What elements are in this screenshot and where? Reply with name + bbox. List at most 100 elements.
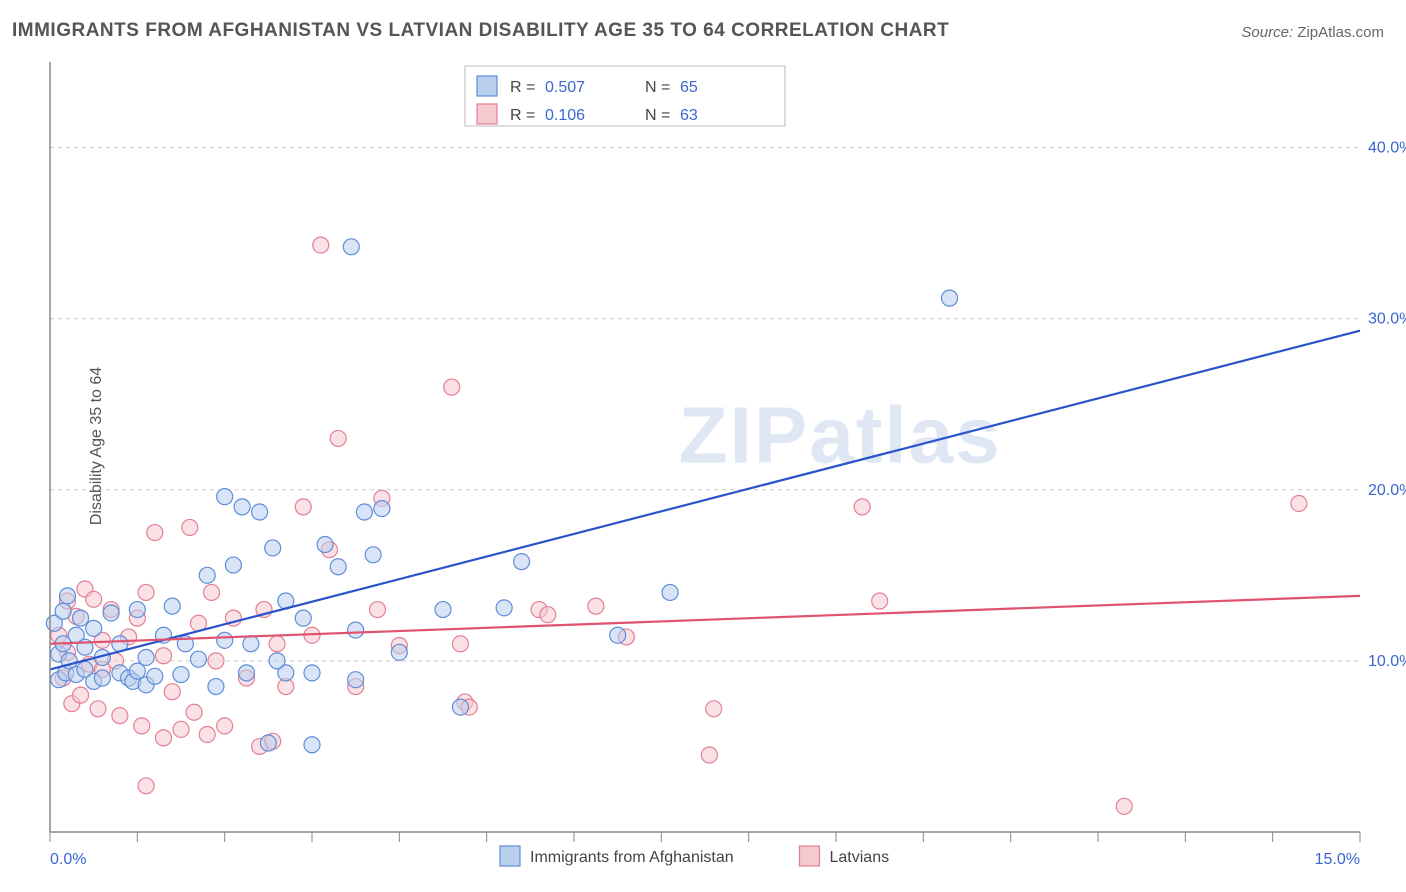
scatter-point: [304, 737, 320, 753]
scatter-point: [190, 651, 206, 667]
scatter-point: [295, 610, 311, 626]
scatter-point: [452, 636, 468, 652]
scatter-point: [356, 504, 372, 520]
scatter-point: [204, 584, 220, 600]
scatter-point: [330, 430, 346, 446]
scatter-point: [164, 598, 180, 614]
legend-series-label: Immigrants from Afghanistan: [530, 849, 734, 866]
scatter-point: [86, 591, 102, 607]
scatter-point: [138, 584, 154, 600]
scatter-point: [662, 584, 678, 600]
scatter-point: [156, 648, 172, 664]
scatter-point: [610, 627, 626, 643]
scatter-point: [391, 644, 407, 660]
legend-n-label: N =: [645, 79, 670, 96]
scatter-point: [217, 718, 233, 734]
scatter-point: [313, 237, 329, 253]
x-tick-label: 0.0%: [50, 851, 86, 868]
legend-r-value: 0.507: [545, 79, 585, 96]
y-tick-label: 30.0%: [1368, 311, 1406, 328]
scatter-point: [129, 663, 145, 679]
legend-swatch: [477, 104, 497, 124]
scatter-point: [134, 718, 150, 734]
scatter-point: [304, 665, 320, 681]
scatter-point: [343, 239, 359, 255]
scatter-point: [243, 636, 259, 652]
scatter-point: [73, 610, 89, 626]
correlation-scatter-chart: ZIPatlas0.0%15.0%10.0%20.0%30.0%40.0%R =…: [0, 0, 1406, 892]
scatter-point: [348, 622, 364, 638]
scatter-point: [239, 665, 255, 681]
scatter-point: [129, 602, 145, 618]
scatter-point: [199, 726, 215, 742]
legend-n-value: 63: [680, 107, 698, 124]
scatter-point: [365, 547, 381, 563]
scatter-point: [73, 687, 89, 703]
scatter-point: [164, 684, 180, 700]
scatter-point: [330, 559, 346, 575]
y-tick-label: 20.0%: [1368, 482, 1406, 499]
scatter-point: [182, 519, 198, 535]
scatter-point: [265, 540, 281, 556]
scatter-point: [496, 600, 512, 616]
scatter-point: [234, 499, 250, 515]
x-tick-label: 15.0%: [1315, 851, 1360, 868]
scatter-point: [112, 708, 128, 724]
y-axis-label: Disability Age 35 to 64: [88, 367, 106, 525]
scatter-point: [317, 537, 333, 553]
scatter-point: [701, 747, 717, 763]
legend-n-label: N =: [645, 107, 670, 124]
scatter-point: [225, 557, 241, 573]
scatter-point: [540, 607, 556, 623]
y-tick-label: 40.0%: [1368, 140, 1406, 157]
scatter-point: [942, 290, 958, 306]
scatter-point: [295, 499, 311, 515]
scatter-point: [452, 699, 468, 715]
scatter-point: [55, 603, 71, 619]
y-tick-label: 10.0%: [1368, 653, 1406, 670]
scatter-point: [217, 489, 233, 505]
scatter-point: [706, 701, 722, 717]
source-label: Source:: [1241, 24, 1293, 41]
scatter-point: [86, 620, 102, 636]
source-caption: Source: ZipAtlas.com: [1241, 24, 1384, 41]
legend-series-label: Latvians: [830, 849, 890, 866]
scatter-point: [1291, 495, 1307, 511]
legend-swatch: [500, 846, 520, 866]
scatter-point: [59, 588, 75, 604]
scatter-point: [186, 704, 202, 720]
scatter-point: [374, 501, 390, 517]
legend-r-label: R =: [510, 79, 535, 96]
scatter-point: [208, 679, 224, 695]
legend-r-value: 0.106: [545, 107, 585, 124]
scatter-point: [1116, 798, 1132, 814]
trend-line: [50, 596, 1360, 644]
scatter-point: [444, 379, 460, 395]
scatter-point: [252, 504, 268, 520]
scatter-point: [173, 667, 189, 683]
scatter-point: [260, 735, 276, 751]
scatter-point: [588, 598, 604, 614]
scatter-point: [854, 499, 870, 515]
scatter-point: [90, 701, 106, 717]
scatter-point: [147, 525, 163, 541]
scatter-point: [269, 636, 285, 652]
scatter-point: [217, 632, 233, 648]
legend-n-value: 65: [680, 79, 698, 96]
legend-r-label: R =: [510, 107, 535, 124]
source-value: ZipAtlas.com: [1297, 24, 1384, 41]
legend-swatch: [800, 846, 820, 866]
scatter-point: [173, 721, 189, 737]
scatter-point: [370, 602, 386, 618]
scatter-point: [138, 649, 154, 665]
scatter-point: [156, 730, 172, 746]
scatter-point: [348, 672, 364, 688]
scatter-point: [147, 668, 163, 684]
scatter-point: [199, 567, 215, 583]
legend-swatch: [477, 76, 497, 96]
scatter-point: [103, 605, 119, 621]
scatter-point: [208, 653, 224, 669]
scatter-point: [94, 670, 110, 686]
scatter-point: [872, 593, 888, 609]
scatter-point: [435, 602, 451, 618]
